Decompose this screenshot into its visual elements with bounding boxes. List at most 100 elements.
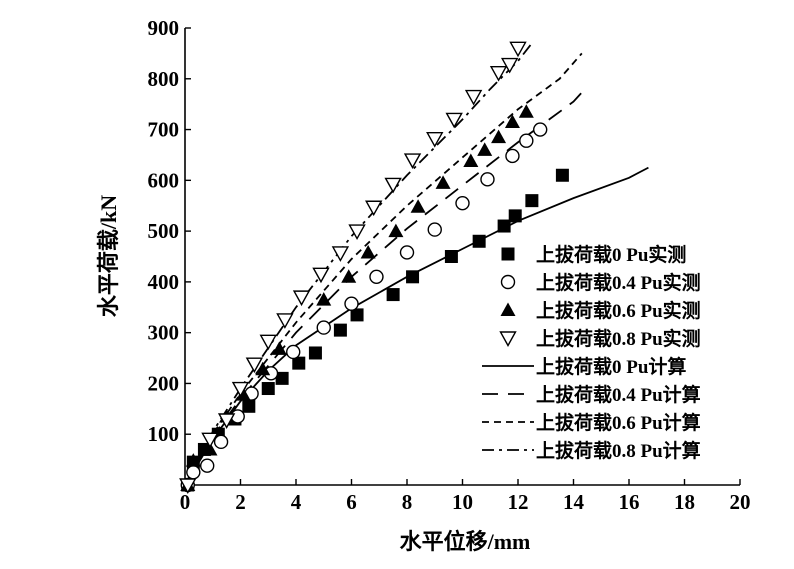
x-tick-label: 10: [452, 490, 473, 514]
x-axis-label: 水平位移/mm: [400, 529, 531, 554]
series-line-6: [184, 52, 583, 486]
x-tick-label: 2: [235, 490, 246, 514]
x-tick-label: 16: [619, 490, 640, 514]
data-point-series-0: [292, 356, 306, 370]
data-point-series-3: [217, 413, 236, 429]
data-point-series-0: [333, 323, 347, 337]
data-point-series-1: [316, 320, 331, 335]
x-tick-label: 14: [563, 490, 585, 514]
data-point-series-1: [344, 296, 359, 311]
data-point-series-2: [410, 199, 426, 213]
data-point-series-1: [519, 133, 534, 148]
data-point-series-1: [533, 122, 548, 137]
x-tick-label: 0: [180, 490, 191, 514]
x-tick-label: 12: [508, 490, 529, 514]
data-point-series-1: [427, 222, 442, 237]
legend-symbol-2: [500, 302, 516, 316]
legend-label-1: 上拔荷载0.4 Pu实测: [536, 271, 701, 294]
data-point-series-3: [445, 112, 463, 129]
legend-label-0: 上拔荷载0 Pu实测: [536, 243, 686, 266]
data-point-series-0: [275, 371, 289, 385]
data-point-series-3: [384, 177, 402, 194]
y-tick-label: 600: [148, 168, 180, 192]
y-tick-label: 200: [148, 371, 180, 395]
data-point-series-2: [235, 387, 251, 401]
y-tick-label: 700: [148, 118, 180, 142]
data-point-series-3: [403, 153, 422, 169]
data-point-series-2: [341, 269, 357, 283]
data-point-series-3: [464, 89, 483, 106]
data-point-series-2: [463, 153, 479, 168]
data-point-series-2: [255, 361, 271, 376]
data-point-series-0: [386, 288, 400, 302]
legend-label-4: 上拔荷载0 Pu计算: [536, 355, 686, 378]
data-point-series-1: [505, 148, 520, 164]
data-point-series-0: [261, 382, 275, 396]
series-line-7: [184, 42, 533, 486]
legend-label-2: 上拔荷载0.6 Pu实测: [536, 299, 701, 322]
y-tick-label: 400: [148, 270, 180, 294]
x-tick-label: 18: [674, 490, 695, 514]
x-tick-label: 4: [291, 490, 302, 514]
y-tick-label: 500: [148, 219, 180, 243]
data-point-series-2: [388, 223, 404, 238]
data-point-series-1: [286, 344, 301, 360]
data-point-series-3: [312, 267, 330, 284]
data-point-series-3: [179, 478, 197, 494]
series-markers: [179, 41, 569, 494]
data-point-series-2: [202, 441, 218, 456]
data-point-series-3: [259, 334, 277, 351]
data-point-series-3: [292, 290, 311, 307]
data-point-series-3: [489, 65, 508, 82]
data-point-series-3: [348, 224, 366, 241]
data-point-series-1: [455, 195, 470, 211]
data-point-series-0: [406, 270, 420, 284]
x-tick-label: 6: [346, 490, 357, 514]
data-point-series-0: [444, 250, 458, 263]
data-point-series-3: [509, 41, 527, 58]
data-point-series-3: [276, 313, 294, 329]
data-point-series-1: [369, 269, 384, 285]
data-point-series-0: [508, 209, 522, 223]
data-point-series-0: [242, 399, 256, 413]
data-point-series-3: [245, 357, 264, 374]
y-tick-label: 800: [148, 67, 180, 91]
axes: 0 2 4 6 8 10 12 14 16 18 20 100 200 300 400 500 600 700 80…: [148, 16, 751, 514]
y-tick-label: 900: [148, 16, 180, 40]
data-point-series-3: [331, 246, 350, 262]
data-point-series-2: [477, 142, 493, 156]
legend-label-3: 上拔荷载0.8 Pu实测: [536, 327, 701, 350]
data-point-series-2: [504, 114, 520, 128]
data-point-series-1: [186, 465, 201, 480]
data-point-series-2: [518, 104, 534, 118]
data-point-series-1: [199, 458, 215, 473]
y-tick-label: 300: [148, 321, 180, 345]
data-point-series-3: [426, 131, 444, 148]
legend-symbol-1: [500, 274, 516, 290]
data-point-series-1: [213, 434, 229, 450]
data-point-series-3: [201, 432, 219, 449]
data-point-series-2: [316, 292, 332, 306]
legend-label-7: 上拔荷载0.8 Pu计算: [536, 439, 701, 462]
data-point-series-2: [185, 453, 201, 467]
data-point-series-2: [491, 129, 507, 144]
legend-symbol-0: [501, 247, 515, 261]
x-tick-label: 20: [730, 490, 751, 514]
legend-symbol-3: [499, 331, 517, 347]
data-point-series-3: [365, 200, 383, 217]
data-point-series-0: [308, 346, 322, 360]
data-point-series-0: [472, 234, 486, 248]
data-point-series-3: [500, 57, 519, 74]
data-point-series-2: [360, 244, 376, 259]
data-point-series-3: [231, 381, 250, 398]
data-point-series-0: [350, 308, 364, 322]
legend-label-5: 上拔荷载0.4 Pu计算: [536, 383, 701, 406]
data-point-series-2: [271, 341, 287, 355]
x-tick-label: 8: [402, 490, 413, 514]
data-point-series-1: [480, 172, 495, 187]
y-tick-label: 100: [148, 422, 180, 446]
data-point-series-1: [399, 245, 415, 260]
y-axis-label: 水平荷载/kN: [96, 195, 121, 317]
